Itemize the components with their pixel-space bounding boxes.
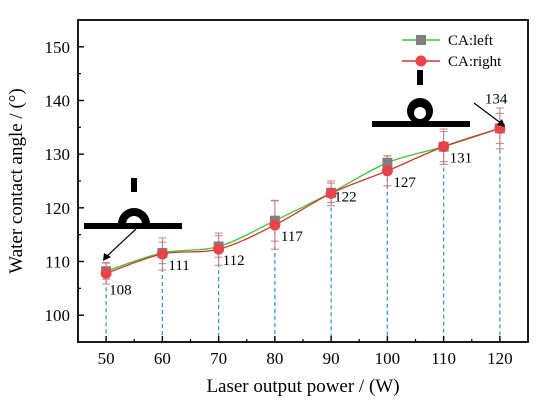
- marker-right: [381, 165, 393, 177]
- x-tick-label: 50: [98, 349, 115, 368]
- marker-right: [269, 219, 281, 231]
- data-label: 112: [223, 253, 245, 269]
- x-axis-title: Laser output power / (W): [206, 376, 399, 397]
- axis-ticks: [78, 46, 501, 342]
- hydrophilic-droplet-illustration: [84, 178, 182, 229]
- data-label: 117: [281, 229, 303, 245]
- legend-label-right: CA:right: [448, 54, 502, 70]
- series-lines: [105, 127, 501, 274]
- y-tick-label: 140: [45, 92, 71, 111]
- y-tick-labels: 100 110 120 130 140 150: [45, 38, 71, 325]
- marker-right: [100, 267, 112, 279]
- x-tick-labels: 50 60 70 80 90 100 110 120: [98, 349, 513, 368]
- legend-marker-right: [415, 55, 427, 67]
- hydrophilic-pointer-arrow: [103, 228, 137, 261]
- x-tick-label: 100: [375, 349, 401, 368]
- marker-right: [438, 141, 450, 153]
- y-tick-label: 110: [45, 253, 70, 272]
- y-tick-label: 130: [45, 145, 71, 164]
- legend-marker-left: [416, 35, 426, 45]
- data-label: 111: [168, 258, 189, 274]
- hydrophobic-droplet-illustration: [372, 70, 470, 127]
- marker-right: [325, 187, 337, 199]
- series-line-right: [105, 127, 501, 274]
- data-label: 131: [450, 151, 473, 167]
- y-tick-label: 150: [45, 38, 71, 57]
- x-tick-label: 120: [487, 349, 513, 368]
- data-label: 122: [334, 189, 357, 205]
- y-axis-title: Water contact angle / (°): [6, 88, 27, 273]
- legend: CA:left CA:right: [402, 33, 502, 70]
- x-tick-label: 90: [323, 349, 340, 368]
- marker-right: [156, 248, 168, 260]
- drop-lines: [105, 128, 501, 342]
- series-markers: [100, 122, 506, 279]
- x-tick-label: 110: [431, 349, 456, 368]
- hydrophobic-pointer-arrow: [473, 102, 505, 127]
- x-tick-label: 80: [266, 349, 283, 368]
- x-tick-label: 70: [210, 349, 227, 368]
- y-tick-label: 100: [45, 306, 71, 325]
- data-label: 134: [485, 91, 508, 107]
- x-tick-label: 60: [154, 349, 171, 368]
- data-labels: 108 111 112 117 122 127 131 134: [109, 91, 508, 298]
- data-label: 127: [393, 175, 416, 191]
- legend-label-left: CA:left: [448, 33, 494, 49]
- marker-right: [213, 243, 225, 255]
- data-label: 108: [109, 282, 132, 298]
- y-tick-label: 120: [45, 199, 71, 218]
- marker-left: [382, 157, 393, 168]
